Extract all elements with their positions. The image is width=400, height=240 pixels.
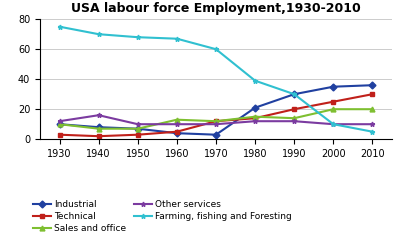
Title: USA labour force Employment,1930-2010: USA labour force Employment,1930-2010 — [71, 2, 361, 15]
Sales and office — [370, 108, 375, 111]
Other services — [331, 123, 336, 126]
Industrial — [96, 126, 101, 129]
Other services — [370, 123, 375, 126]
Farming, fishing and Foresting — [135, 36, 140, 39]
Farming, fishing and Foresting — [370, 130, 375, 133]
Technical — [253, 117, 258, 120]
Industrial — [214, 133, 218, 136]
Industrial — [292, 93, 297, 96]
Line: Industrial: Industrial — [57, 83, 375, 137]
Farming, fishing and Foresting — [174, 37, 179, 40]
Industrial — [135, 127, 140, 130]
Technical — [214, 120, 218, 123]
Technical — [292, 108, 297, 111]
Farming, fishing and Foresting — [57, 25, 62, 28]
Technical — [174, 130, 179, 133]
Other services — [214, 123, 218, 126]
Industrial — [253, 106, 258, 109]
Farming, fishing and Foresting — [292, 93, 297, 96]
Other services — [57, 120, 62, 123]
Farming, fishing and Foresting — [214, 48, 218, 51]
Sales and office — [96, 127, 101, 130]
Industrial — [370, 84, 375, 87]
Other services — [135, 123, 140, 126]
Line: Technical: Technical — [57, 92, 375, 139]
Line: Other services: Other services — [57, 113, 375, 127]
Farming, fishing and Foresting — [96, 33, 101, 36]
Technical — [135, 133, 140, 136]
Technical — [96, 135, 101, 138]
Technical — [57, 133, 62, 136]
Other services — [292, 120, 297, 123]
Industrial — [174, 132, 179, 135]
Sales and office — [214, 120, 218, 123]
Line: Farming, fishing and Foresting: Farming, fishing and Foresting — [57, 24, 375, 134]
Farming, fishing and Foresting — [253, 79, 258, 82]
Technical — [331, 100, 336, 103]
Sales and office — [135, 127, 140, 130]
Sales and office — [253, 115, 258, 118]
Sales and office — [174, 118, 179, 121]
Other services — [96, 114, 101, 117]
Farming, fishing and Foresting — [331, 123, 336, 126]
Sales and office — [292, 117, 297, 120]
Other services — [174, 123, 179, 126]
Sales and office — [331, 108, 336, 111]
Legend: Industrial, Technical, Sales and office, Other services, Farming, fishing and Fo: Industrial, Technical, Sales and office,… — [32, 200, 292, 233]
Line: Sales and office: Sales and office — [57, 107, 375, 131]
Other services — [253, 120, 258, 123]
Industrial — [57, 123, 62, 126]
Technical — [370, 93, 375, 96]
Industrial — [331, 85, 336, 88]
Sales and office — [57, 123, 62, 126]
